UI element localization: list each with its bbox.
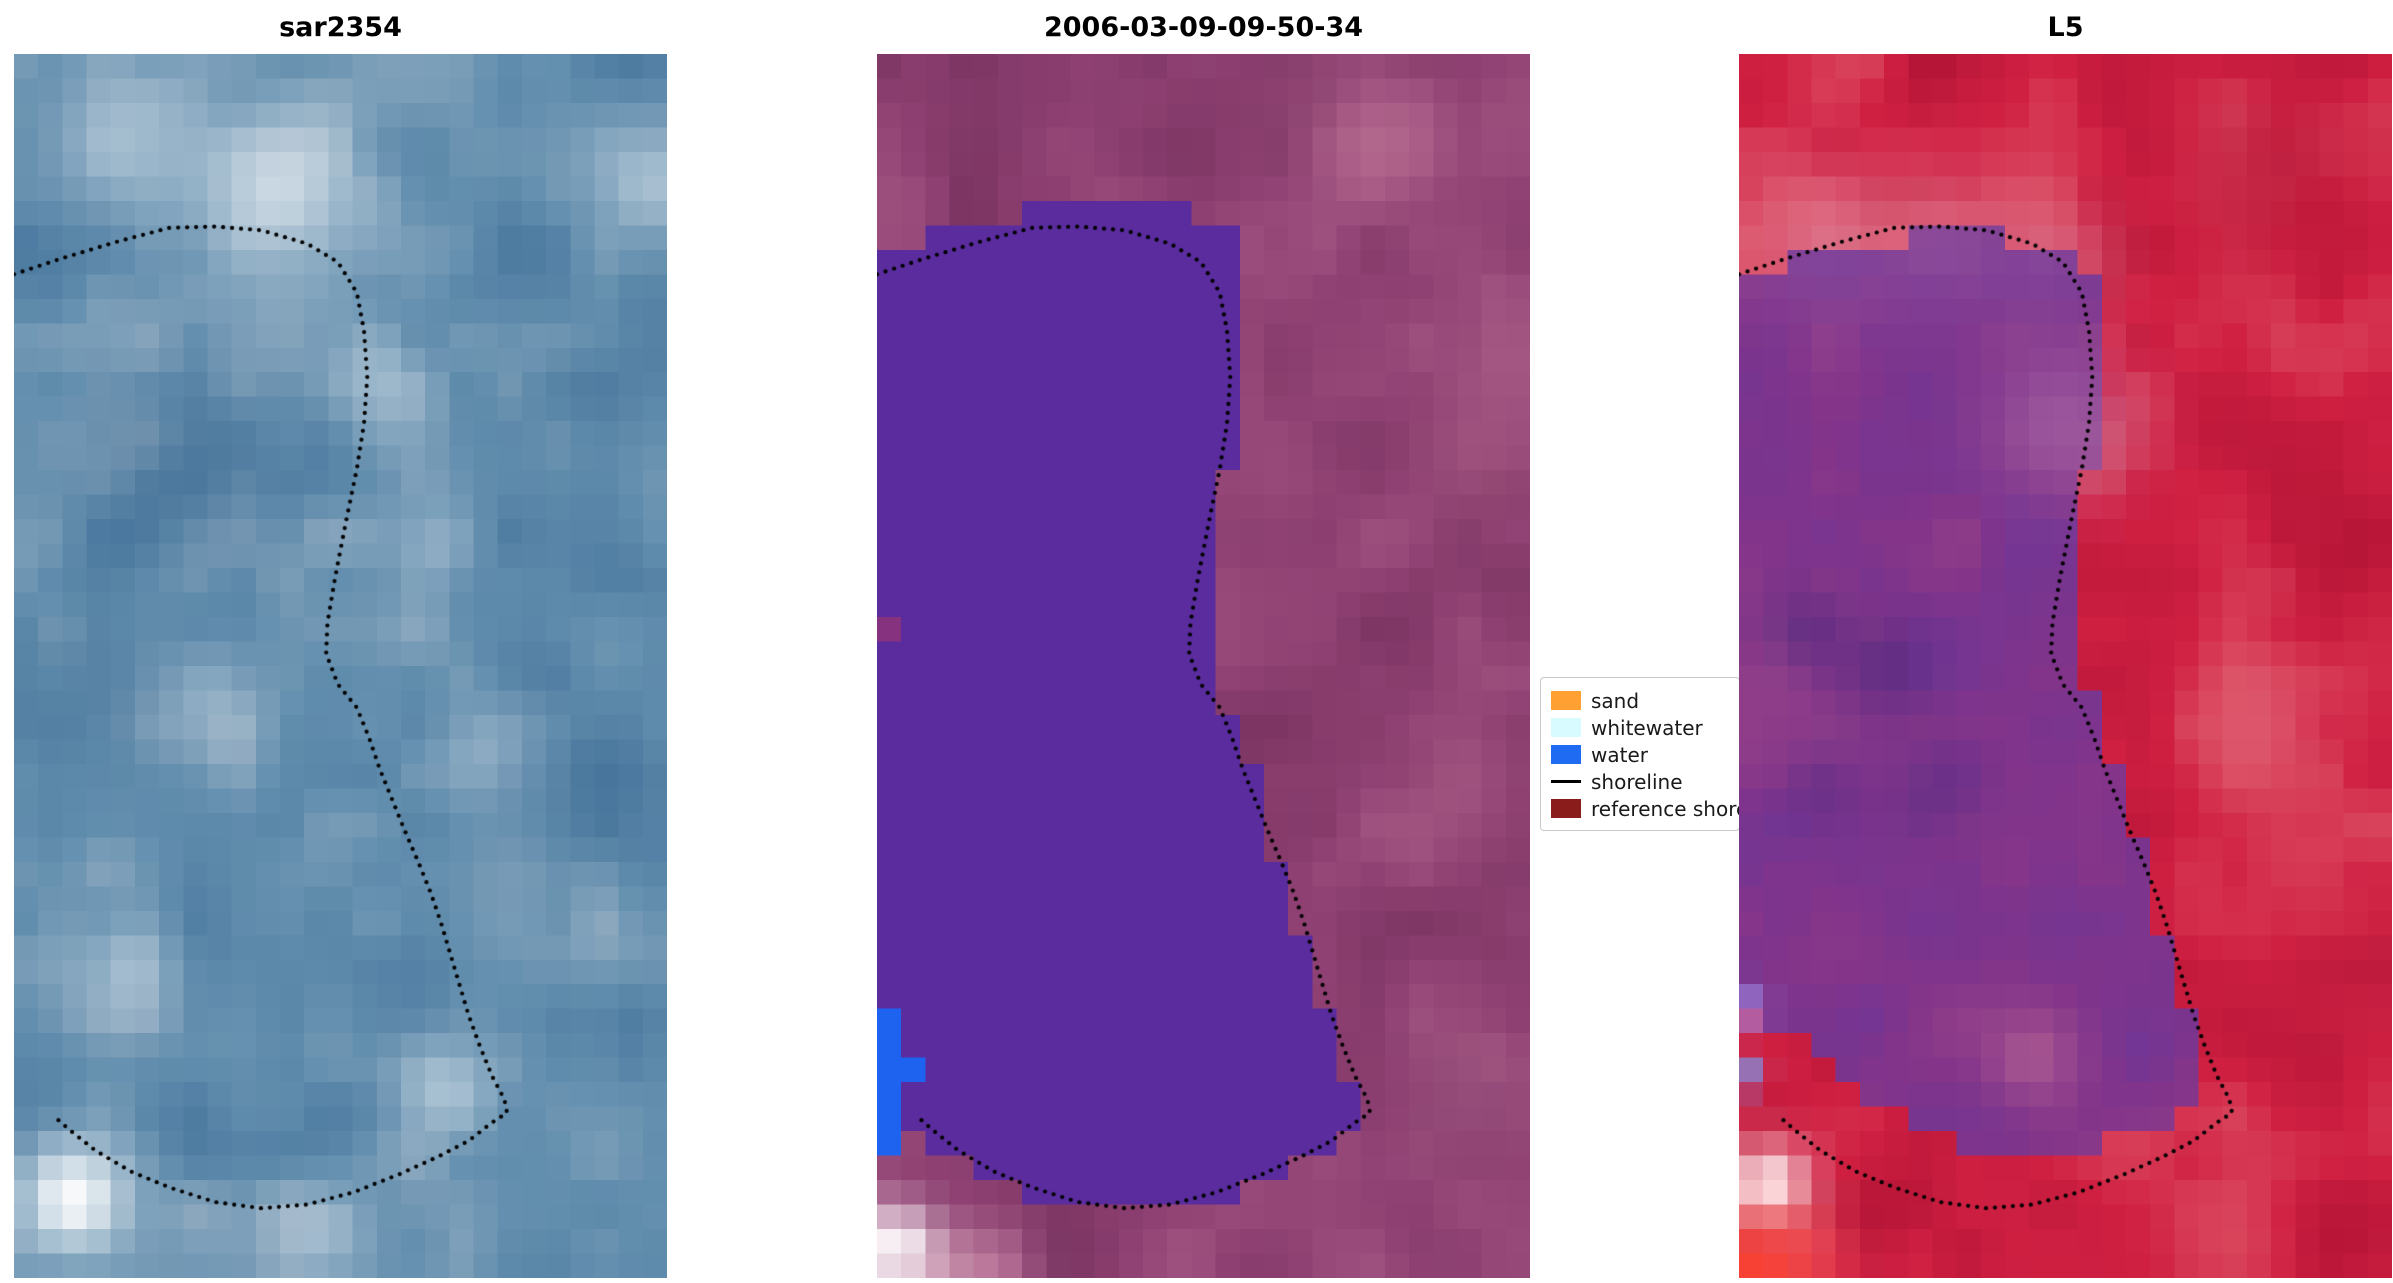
panel-image-classified	[877, 54, 1530, 1278]
whitewater-swatch-icon	[1551, 718, 1581, 737]
legend-item-sand: sand	[1551, 687, 1739, 714]
panel-sar2354: sar2354	[14, 10, 667, 1278]
panel-classified: 2006-03-09-09-50-34	[877, 10, 1530, 1278]
panel-title-l5: L5	[2047, 12, 2084, 43]
legend-label-sand: sand	[1591, 688, 1640, 713]
legend-item-whitewater: whitewater	[1551, 714, 1739, 741]
legend-item-reference-shoreline: reference shoreline	[1551, 795, 1739, 822]
legend-label-water: water	[1591, 742, 1648, 767]
shoreline-overlay-canvas-l5	[1739, 54, 2392, 1278]
panel-l5: L5	[1739, 10, 2392, 1278]
legend: sand whitewater water shoreline referenc…	[1540, 677, 1740, 831]
sand-swatch-icon	[1551, 691, 1581, 710]
legend-item-water: water	[1551, 741, 1739, 768]
panel-image-l5	[1739, 54, 2392, 1278]
legend-item-shoreline: shoreline	[1551, 768, 1739, 795]
panel-title-classified: 2006-03-09-09-50-34	[1043, 12, 1364, 43]
legend-label-whitewater: whitewater	[1591, 715, 1703, 740]
reference-shoreline-swatch-icon	[1551, 799, 1581, 818]
shoreline-overlay-canvas-classified	[877, 54, 1530, 1278]
shoreline-line-icon	[1551, 780, 1581, 783]
shoreline-overlay-canvas-sar	[14, 54, 667, 1278]
legend-label-reference-shoreline: reference shoreline	[1591, 796, 1739, 821]
water-swatch-icon	[1551, 745, 1581, 764]
legend-label-shoreline: shoreline	[1591, 769, 1683, 794]
panel-title-sar2354: sar2354	[279, 12, 402, 43]
panel-image-sar2354	[14, 54, 667, 1278]
